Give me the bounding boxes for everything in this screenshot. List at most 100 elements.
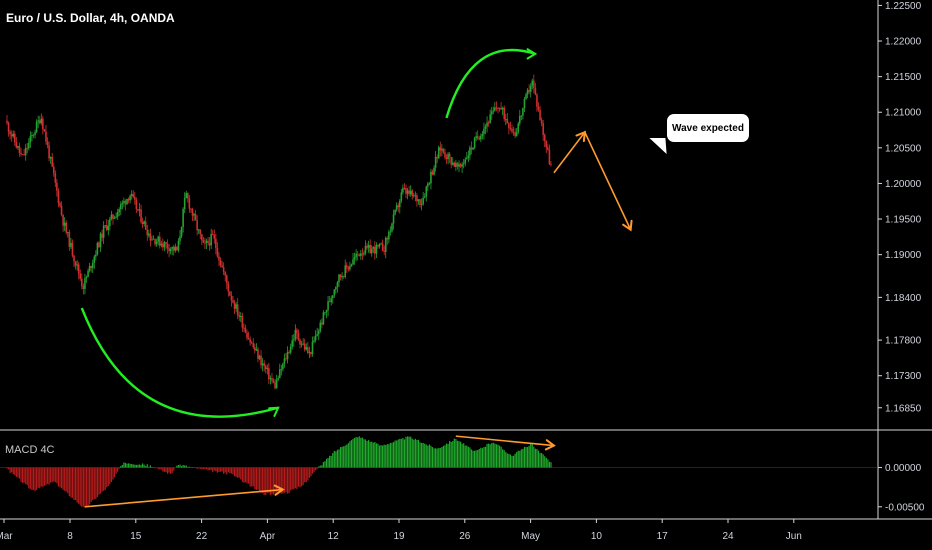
candle-body [394, 209, 396, 215]
candle-body [486, 122, 488, 127]
candle-body [101, 233, 103, 238]
candle-body [84, 278, 86, 289]
candle-body [512, 131, 515, 133]
candle-body [88, 265, 91, 271]
candle-body [132, 194, 135, 197]
candle-body [520, 115, 523, 117]
candle-body [370, 248, 373, 254]
candle-body [85, 276, 88, 279]
candle-body [274, 382, 276, 389]
candle-body [509, 128, 512, 129]
candle-body [218, 256, 220, 261]
candle-body [42, 118, 44, 130]
candle-body [467, 155, 470, 159]
candle-body [291, 340, 294, 347]
candle-body [506, 118, 509, 124]
candle-body [511, 128, 513, 132]
candle-body [292, 339, 295, 341]
candle-body [266, 368, 269, 370]
candle-body [77, 264, 80, 274]
candle-body [81, 278, 83, 286]
candle-body [522, 107, 524, 116]
candle-body [13, 133, 16, 143]
candle-body [369, 244, 371, 254]
macd-indicator-label[interactable]: MACD 4C [5, 444, 55, 456]
candle-body [314, 335, 317, 341]
candle-body [529, 85, 532, 92]
candle-body [176, 246, 178, 251]
candle-body [243, 327, 245, 329]
candle-body [109, 218, 111, 226]
price-tick-label: 1.17800 [885, 336, 922, 347]
candle-body [353, 257, 356, 260]
candle-body [268, 368, 270, 380]
candle-body [73, 255, 75, 262]
candle-body [439, 147, 442, 151]
candle-body [174, 246, 177, 251]
candle-body [330, 298, 332, 303]
candle-body [280, 369, 283, 371]
candle-body [26, 147, 29, 149]
candle-body [185, 193, 188, 199]
candle-body [508, 123, 510, 129]
candle-body [296, 329, 298, 334]
candle-body [232, 300, 234, 303]
candle-body [423, 196, 426, 198]
candle-body [372, 246, 375, 249]
candle-body [302, 343, 304, 345]
macd-divergence-line-2-arrowhead [544, 439, 556, 451]
candle-body [413, 195, 415, 197]
candle-body [389, 231, 392, 233]
candle-body [328, 301, 331, 303]
candle-body [74, 261, 77, 266]
candle-body [409, 190, 412, 195]
candle-body [275, 379, 278, 389]
time-tick-label: 8 [67, 531, 73, 542]
candle-body [51, 156, 54, 167]
candle-body [374, 246, 376, 254]
candle-body [10, 134, 13, 137]
candle-body [201, 234, 203, 240]
candle-body [29, 136, 32, 143]
candle-body [282, 363, 284, 370]
candle-body [500, 107, 502, 110]
candle-body [113, 217, 116, 219]
candle-body [183, 198, 186, 210]
candle-body [367, 244, 370, 248]
candle-body [144, 221, 147, 230]
candle-body [182, 209, 184, 228]
price-tick-label: 1.21500 [885, 72, 922, 83]
candle-body [148, 233, 150, 236]
candle-body [216, 247, 219, 257]
candle-body [386, 238, 389, 240]
wave-expected-callout[interactable]: Wave expected [667, 114, 749, 142]
candle-body [9, 131, 11, 135]
candle-body [504, 118, 507, 120]
candle-body [138, 209, 141, 211]
candle-body [112, 214, 114, 219]
candle-body [517, 123, 520, 133]
candle-body [392, 214, 395, 224]
time-tick-label: May [521, 531, 540, 542]
candle-body [12, 133, 15, 137]
candle-body [60, 205, 63, 215]
candle-body [126, 198, 128, 205]
candle-body [66, 232, 69, 233]
candle-body [38, 120, 41, 124]
candle-body [377, 244, 379, 247]
candle-body [342, 276, 345, 277]
green-arc-bottom [80, 307, 279, 418]
candle-body [470, 147, 473, 150]
candle-body [327, 301, 329, 310]
candle-body [107, 225, 110, 230]
candle-body [321, 322, 323, 325]
candle-body [21, 154, 24, 155]
candle-body [225, 275, 228, 284]
price-tick-label: 1.18400 [885, 293, 922, 304]
price-tick-label: 1.22000 [885, 37, 922, 48]
candle-body [32, 135, 35, 136]
candle-body [299, 339, 301, 345]
candle-body [116, 211, 119, 217]
candle-body [91, 262, 94, 269]
